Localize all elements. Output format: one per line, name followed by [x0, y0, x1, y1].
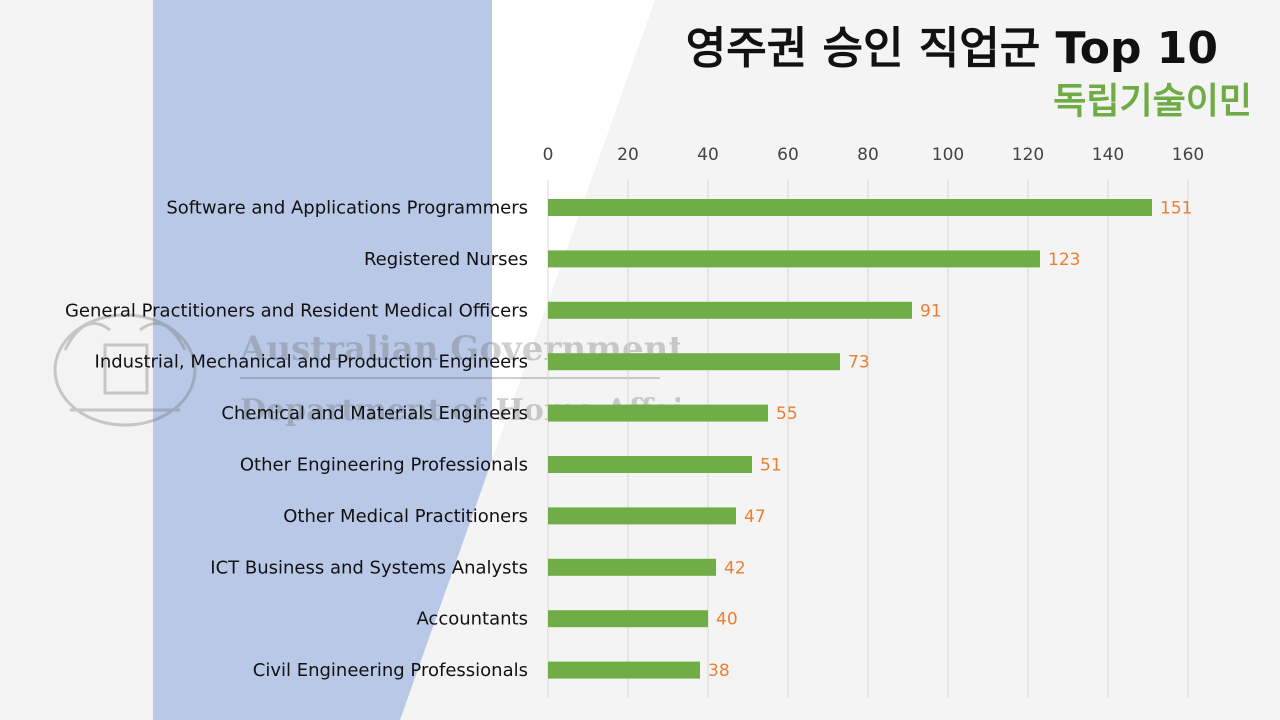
- category-label: Chemical and Materials Engineers: [221, 403, 528, 424]
- bar: [548, 558, 716, 576]
- chart-x-axis: 0 20 40 60 80 100 120 140 160: [543, 145, 1205, 165]
- background-light-band: [0, 0, 153, 720]
- chart-subtitle: 독립기술이민: [1053, 81, 1252, 122]
- category-label: ICT Business and Systems Analysts: [210, 557, 528, 578]
- x-tick-label: 120: [1012, 145, 1044, 165]
- value-label: 91: [920, 301, 942, 321]
- x-tick-label: 80: [857, 145, 879, 165]
- category-label: Software and Applications Programmers: [166, 198, 528, 219]
- x-tick-label: 0: [543, 145, 554, 165]
- bar: [548, 610, 708, 628]
- category-label: Registered Nurses: [364, 249, 528, 270]
- value-label: 40: [716, 610, 738, 630]
- value-label: 55: [776, 404, 798, 424]
- x-tick-label: 100: [932, 145, 964, 165]
- x-tick-label: 40: [697, 145, 719, 165]
- bar: [548, 456, 752, 473]
- value-label: 151: [1160, 199, 1192, 219]
- category-label: General Practitioners and Resident Medic…: [65, 300, 528, 321]
- bar: [548, 199, 1152, 216]
- category-label: Civil Engineering Professionals: [253, 660, 528, 681]
- x-tick-label: 140: [1092, 145, 1124, 165]
- value-label: 42: [724, 558, 746, 578]
- value-label: 51: [760, 456, 782, 476]
- category-label: Other Medical Practitioners: [283, 506, 528, 527]
- value-label: 73: [848, 353, 870, 373]
- bar: [548, 404, 768, 422]
- coat-of-arms-icon: [53, 313, 197, 427]
- bar: [548, 353, 840, 371]
- bar: [548, 301, 912, 319]
- category-label: Accountants: [416, 609, 528, 630]
- x-tick-label: 20: [617, 145, 639, 165]
- category-label: Industrial, Mechanical and Production En…: [95, 352, 528, 373]
- value-label: 123: [1048, 250, 1080, 270]
- x-tick-label: 160: [1172, 145, 1204, 165]
- bar: [548, 507, 736, 525]
- x-tick-label: 60: [777, 145, 799, 165]
- bar: [548, 661, 700, 679]
- value-label: 38: [708, 661, 730, 681]
- bar: [548, 250, 1040, 268]
- background-blue-band: [153, 0, 492, 720]
- category-label: Other Engineering Professionals: [240, 455, 528, 476]
- chart-title: 영주권 승인 직업군 Top 10: [685, 23, 1218, 74]
- value-label: 47: [744, 507, 766, 527]
- chart-bars: Software and Applications Programmers 151…: [65, 198, 1193, 682]
